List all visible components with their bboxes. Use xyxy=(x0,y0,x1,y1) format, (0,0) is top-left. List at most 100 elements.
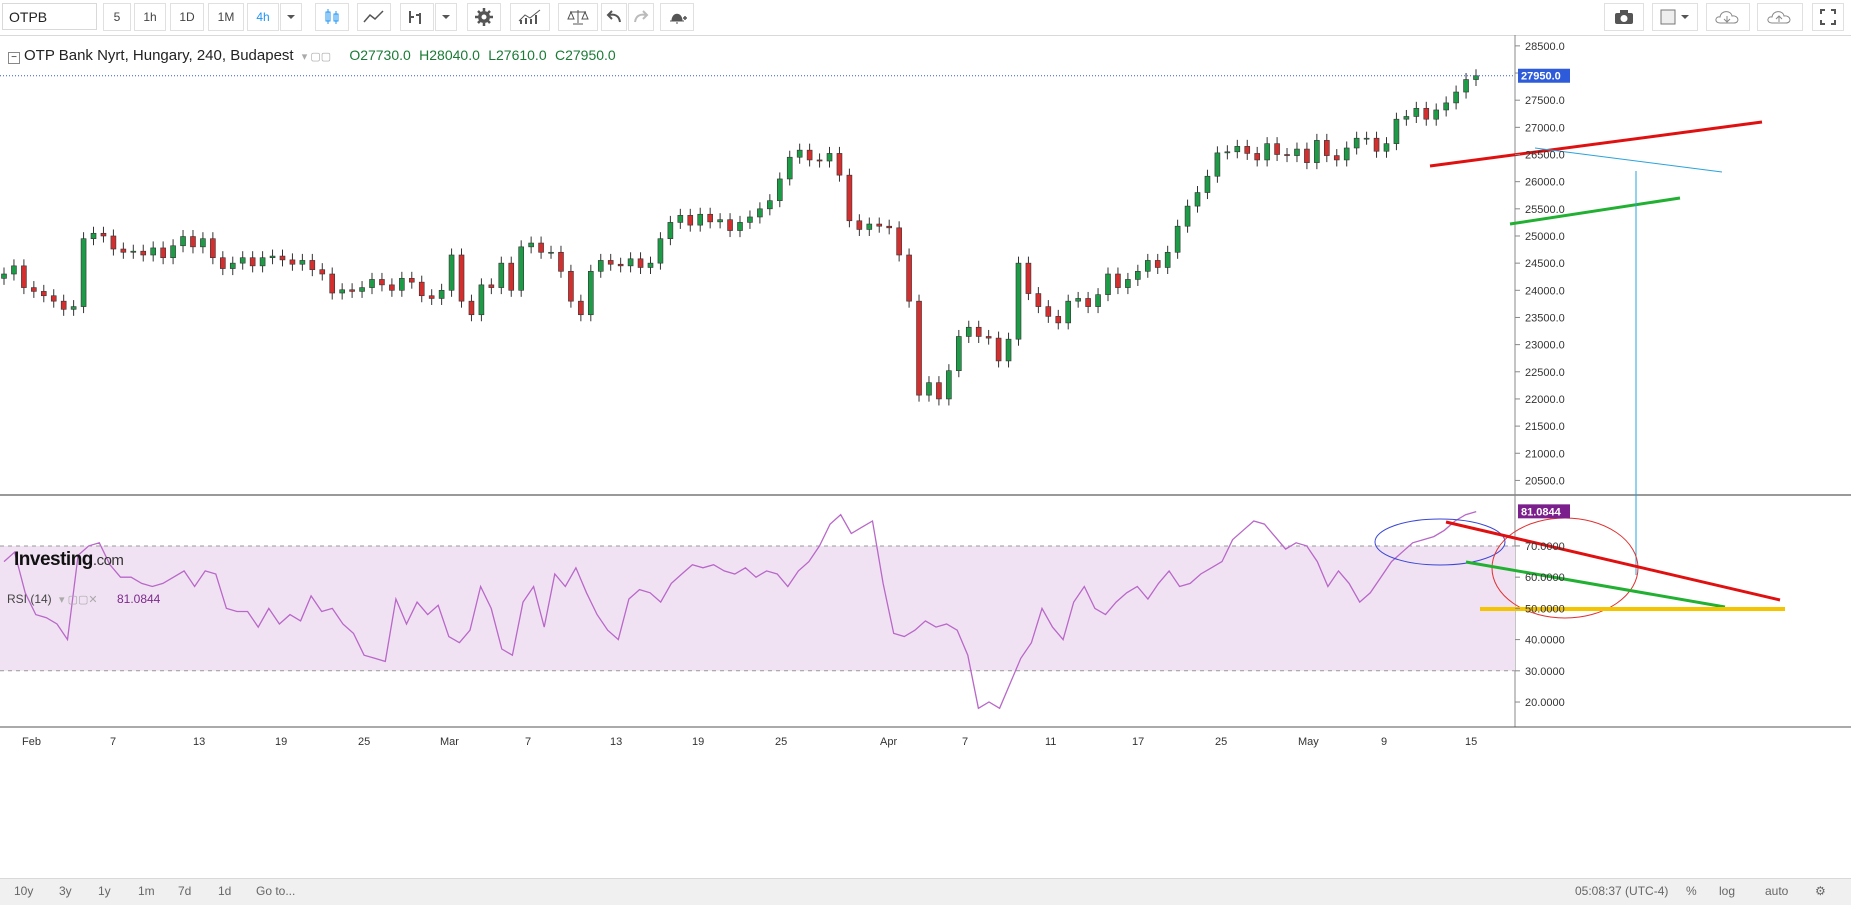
range-10y[interactable]: 10y xyxy=(14,884,34,898)
candle xyxy=(1204,175,1211,193)
alert-icon[interactable] xyxy=(660,3,694,31)
price-tick-label: 21000.0 xyxy=(1525,448,1565,460)
settings-icon[interactable]: ⚙ xyxy=(1815,884,1826,898)
candle xyxy=(259,257,266,267)
range-3y[interactable]: 3y xyxy=(59,884,72,898)
rsi-tick-label: 60.0000 xyxy=(1525,572,1565,584)
candle xyxy=(31,287,37,292)
auto-toggle[interactable]: auto xyxy=(1765,884,1789,898)
symbol-input[interactable]: OTPB xyxy=(2,3,97,30)
candle xyxy=(1025,262,1032,294)
candle xyxy=(1065,300,1072,324)
candle xyxy=(1125,279,1131,288)
undo-icon[interactable] xyxy=(601,3,627,31)
percent-toggle[interactable]: % xyxy=(1686,884,1697,898)
clock: 05:08:37 (UTC-4) xyxy=(1575,884,1669,898)
redo-icon[interactable] xyxy=(628,3,654,31)
candle xyxy=(140,250,147,256)
current-price-label: 27950.0 xyxy=(1521,71,1561,83)
range-1d[interactable]: 1d xyxy=(218,884,232,898)
candle xyxy=(1304,148,1310,163)
line-chart-icon[interactable] xyxy=(357,3,391,31)
investing-logo: Investing.com xyxy=(14,549,124,570)
interval-4h[interactable]: 4h xyxy=(247,3,279,31)
cloud-save-icon[interactable] xyxy=(1757,3,1803,31)
candle xyxy=(647,262,654,268)
candle xyxy=(418,281,425,297)
rsi-line xyxy=(3,510,1477,710)
chart-area[interactable]: 28500.028000.027500.027000.026500.026000… xyxy=(0,35,1851,878)
candle xyxy=(866,223,873,230)
close-value: C27950.0 xyxy=(554,47,616,63)
candle xyxy=(1373,137,1380,152)
interval-1d[interactable]: 1D xyxy=(170,3,204,31)
candle xyxy=(80,238,87,307)
time-tick-label: 9 xyxy=(1381,736,1387,748)
camera-icon[interactable] xyxy=(1604,3,1644,31)
range-1y[interactable]: 1y xyxy=(98,884,111,898)
dropdown-icon[interactable] xyxy=(435,3,457,31)
candle xyxy=(1095,294,1101,307)
rsi-support-line[interactable] xyxy=(1465,560,1726,609)
candle xyxy=(657,238,664,264)
goto-button[interactable]: Go to... xyxy=(256,884,296,898)
rsi-ellipse-blue[interactable] xyxy=(1374,518,1506,566)
candle xyxy=(1184,205,1191,227)
resistance-trendline[interactable] xyxy=(1429,120,1763,168)
candle xyxy=(1433,109,1440,120)
candle xyxy=(896,227,902,256)
log-toggle[interactable]: log xyxy=(1719,884,1736,898)
interval-1h[interactable]: 1h xyxy=(134,3,166,31)
range-7d[interactable]: 7d xyxy=(178,884,192,898)
collapse-icon[interactable]: − xyxy=(8,52,20,64)
candle xyxy=(498,262,505,288)
candle xyxy=(180,236,186,247)
candle xyxy=(707,213,713,223)
price-tick-label: 22000.0 xyxy=(1525,394,1565,406)
price-tick-label: 21500.0 xyxy=(1525,421,1565,433)
candle xyxy=(349,289,355,292)
candle xyxy=(1214,152,1221,177)
candle xyxy=(816,159,823,162)
rsi-options-icon[interactable]: ▾ ▢▢✕ xyxy=(59,594,98,606)
candle xyxy=(1045,306,1052,317)
candle xyxy=(1413,108,1420,117)
triangle-trendline[interactable] xyxy=(1534,147,1723,173)
cloud-load-icon[interactable] xyxy=(1706,3,1750,31)
candles-icon[interactable] xyxy=(315,3,349,31)
candle xyxy=(776,178,783,201)
rsi-resistance-line[interactable] xyxy=(1445,520,1781,602)
interval-dropdown[interactable] xyxy=(280,3,302,31)
open-value: O27730.0 xyxy=(349,47,411,63)
candle xyxy=(1423,108,1430,120)
indicators-icon[interactable] xyxy=(400,3,434,31)
fullscreen-icon[interactable] xyxy=(1812,3,1844,31)
price-tick-label: 25000.0 xyxy=(1525,231,1565,243)
time-tick-label: 25 xyxy=(358,736,370,748)
settings-icon[interactable] xyxy=(467,3,501,31)
price-tick-label: 26500.0 xyxy=(1525,150,1565,162)
candle xyxy=(70,306,77,310)
price-tick-label: 20500.0 xyxy=(1525,475,1565,487)
candle xyxy=(1234,146,1241,153)
candle xyxy=(1135,270,1141,280)
legend-options-icon[interactable]: ▾ ▢▢ xyxy=(301,51,332,63)
time-tick-label: 7 xyxy=(962,736,968,748)
range-1m[interactable]: 1m xyxy=(138,884,155,898)
compare-icon[interactable] xyxy=(558,3,598,31)
candle xyxy=(1403,116,1410,120)
candle xyxy=(289,259,296,265)
interval-1m[interactable]: 1M xyxy=(208,3,244,31)
interval-5[interactable]: 5 xyxy=(103,3,131,31)
candle xyxy=(299,260,306,265)
candle xyxy=(1463,79,1469,93)
candle xyxy=(339,289,345,294)
candle xyxy=(448,254,455,291)
candle xyxy=(1453,91,1459,104)
candle xyxy=(1383,143,1390,152)
support-trendline[interactable] xyxy=(1509,196,1681,226)
template-icon[interactable] xyxy=(1652,3,1698,31)
candle xyxy=(1144,260,1151,272)
bar-chart-icon[interactable] xyxy=(510,3,550,31)
candle xyxy=(60,300,67,310)
